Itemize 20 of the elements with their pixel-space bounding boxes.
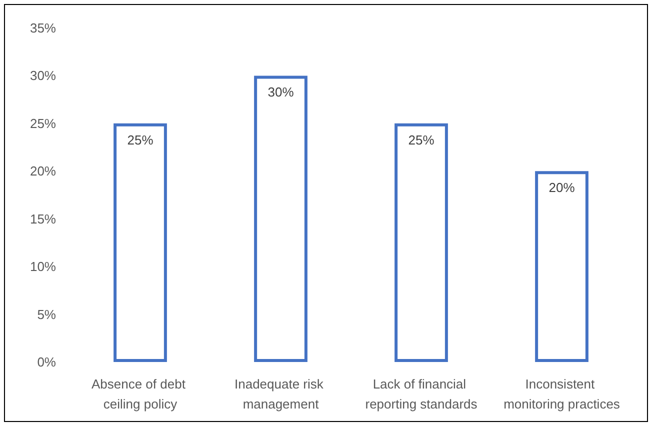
data-label: 30% xyxy=(268,84,294,100)
data-label: 25% xyxy=(408,132,435,148)
y-tick-label: 25% xyxy=(30,116,56,131)
bar xyxy=(394,123,448,362)
y-tick-label: 5% xyxy=(37,306,56,322)
y-tick-label: 20% xyxy=(30,164,56,179)
bar xyxy=(254,76,308,362)
y-tick-label: 30% xyxy=(30,68,56,84)
x-tick-label: Inadequate risk management xyxy=(234,376,328,412)
bar xyxy=(535,171,588,362)
x-tick-label: Inconsistent monitoring practices xyxy=(504,376,620,412)
bar xyxy=(114,123,167,362)
y-tick-label: 10% xyxy=(30,259,56,274)
data-label: 20% xyxy=(548,180,576,196)
x-tick-label: Absence of debt ceiling policy xyxy=(91,376,190,412)
data-label: 25% xyxy=(127,132,154,148)
x-tick-label: Lack of financial reporting standards xyxy=(365,376,478,412)
y-tick-label: 15% xyxy=(30,211,56,226)
y-tick-label: 0% xyxy=(37,354,56,370)
y-tick-label: 35% xyxy=(30,20,56,36)
